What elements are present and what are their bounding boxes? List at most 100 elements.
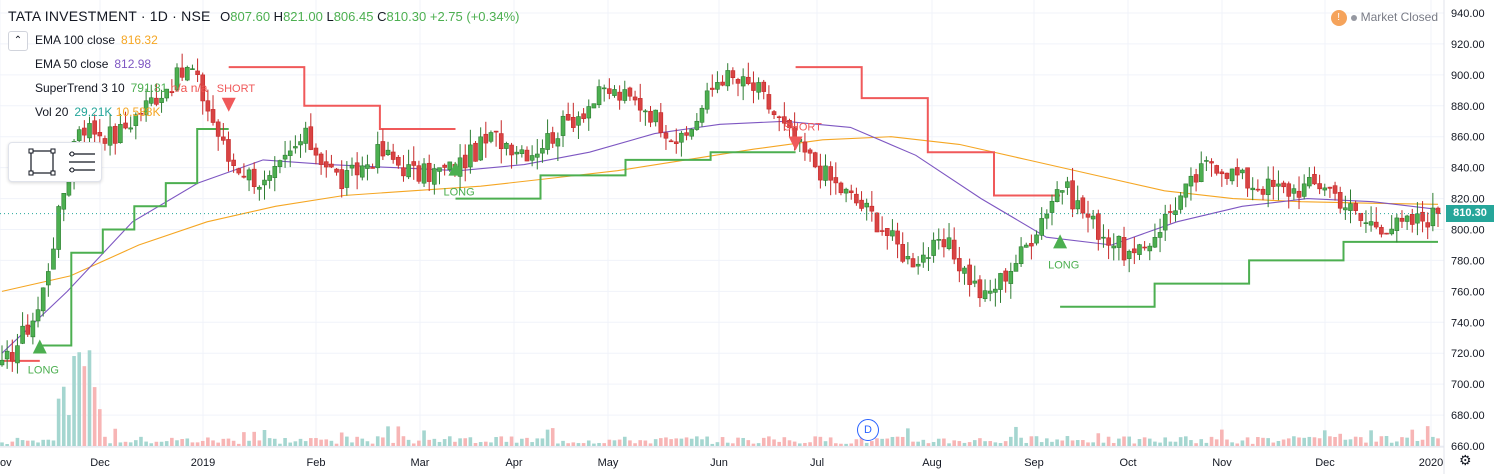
candle-body [1090,215,1096,220]
rectangle-icon[interactable] [28,148,56,176]
volume-bar [1014,426,1018,446]
candle-body [359,165,365,178]
candle-body [174,67,180,91]
volume-bar [736,437,740,446]
candle-body [1003,270,1008,282]
volume-bar [185,438,190,446]
legend-volume[interactable]: Vol 20 29.21K 10.588K [35,105,160,119]
candle-body [864,202,869,208]
volume-bar [535,438,540,446]
last-price-tag: 810.30 [1446,205,1494,222]
chart-header: TATA INVESTMENT · 1D · NSE O807.60 H821.… [8,8,519,24]
volume-bar [653,439,658,446]
candle-body [184,66,190,81]
candle-body [293,146,298,149]
candle-body [746,76,751,84]
volume-bar [849,443,854,446]
volume-bar [1312,437,1317,446]
volume-bar [360,438,365,446]
ohlc-readout: O807.60 H821.00 L806.45 C810.30 +2.75 (+… [220,9,519,24]
candle-body [478,136,483,161]
y-tick-label: 780.00 [1451,255,1485,267]
volume-bar [1261,437,1265,446]
candle-body [689,129,694,137]
candle-body [1348,203,1353,211]
candle-body [323,161,329,168]
volume-bar [87,350,92,446]
candle-body [946,237,952,249]
volume-bar [473,442,478,446]
volume-bar [396,426,401,446]
candle-body [488,132,494,142]
volume-bar [1353,436,1358,446]
candle-body [1101,236,1106,239]
candle-body [967,264,972,285]
candle-body [1435,207,1441,214]
market-status[interactable]: ! Market Closed [1330,10,1438,26]
candle-body [735,79,741,84]
volume-bar [695,436,699,446]
candle-body [859,199,864,209]
candle-body [540,148,545,154]
volume-bar [870,441,874,446]
y-tick-label: 900.00 [1451,70,1485,82]
candle-body [637,98,643,111]
volume-bar [103,436,107,446]
candle-body [761,81,767,92]
candle-body [200,74,206,102]
candle-body [766,94,772,110]
candle-body [380,141,386,157]
volume-bar [710,443,715,446]
volume-bar [1348,439,1353,446]
candle-body [1085,213,1091,218]
candle-body [1157,232,1163,238]
candle-body [221,136,226,141]
volume-bar [895,436,900,446]
short-signal-label: SHORT [217,83,256,95]
volume-bar [602,443,606,446]
dividend-marker[interactable]: D [857,419,879,441]
legend-supertrend[interactable]: SuperTrend 3 10 791.81 n/a n/a [35,81,207,95]
x-tick-label: Mar [411,457,430,469]
candle-body [1152,237,1158,248]
volume-bar [319,439,323,446]
candle-body [282,154,288,160]
candle-body [1409,213,1415,225]
volume-bar [530,442,534,446]
volume-bar [288,442,293,446]
candle-body [1265,178,1271,196]
candle-body [339,169,344,190]
x-tick-label: Jul [810,457,824,469]
candle-body [972,280,978,284]
volume-bar [1091,442,1095,446]
volume-bar [607,439,612,446]
candle-body [1327,186,1333,189]
volume-bar [1364,442,1368,446]
candle-body [1070,180,1075,210]
candle-body [519,149,525,154]
volume-bar [25,440,30,446]
volume-bar [1425,426,1430,446]
candle-body [1116,235,1122,248]
candle-body [1415,213,1420,224]
candle-body [1132,248,1137,254]
volume-bar [962,442,967,446]
volume-bar [1147,438,1152,446]
x-tick-label: Oct [1119,457,1136,469]
hamburger-icon[interactable] [69,151,95,173]
legend-ema50[interactable]: EMA 50 close 812.98 [35,57,151,71]
volume-bar [756,443,761,446]
gear-icon[interactable]: ⚙ [1459,452,1472,468]
volume-bar [566,443,570,446]
volume-bar [1096,433,1101,446]
volume-bar [180,439,184,446]
y-tick-label: 680.00 [1451,410,1485,422]
candle-body [720,81,725,86]
symbol-title[interactable]: TATA INVESTMENT · 1D · NSE [8,8,211,24]
y-tick-label: 820.00 [1451,194,1485,206]
chevron-up-icon[interactable]: ⌃ [8,31,28,51]
candle-body [483,133,489,144]
legend-ema100[interactable]: EMA 100 close 816.32 [35,33,158,47]
candle-body [1240,169,1245,174]
